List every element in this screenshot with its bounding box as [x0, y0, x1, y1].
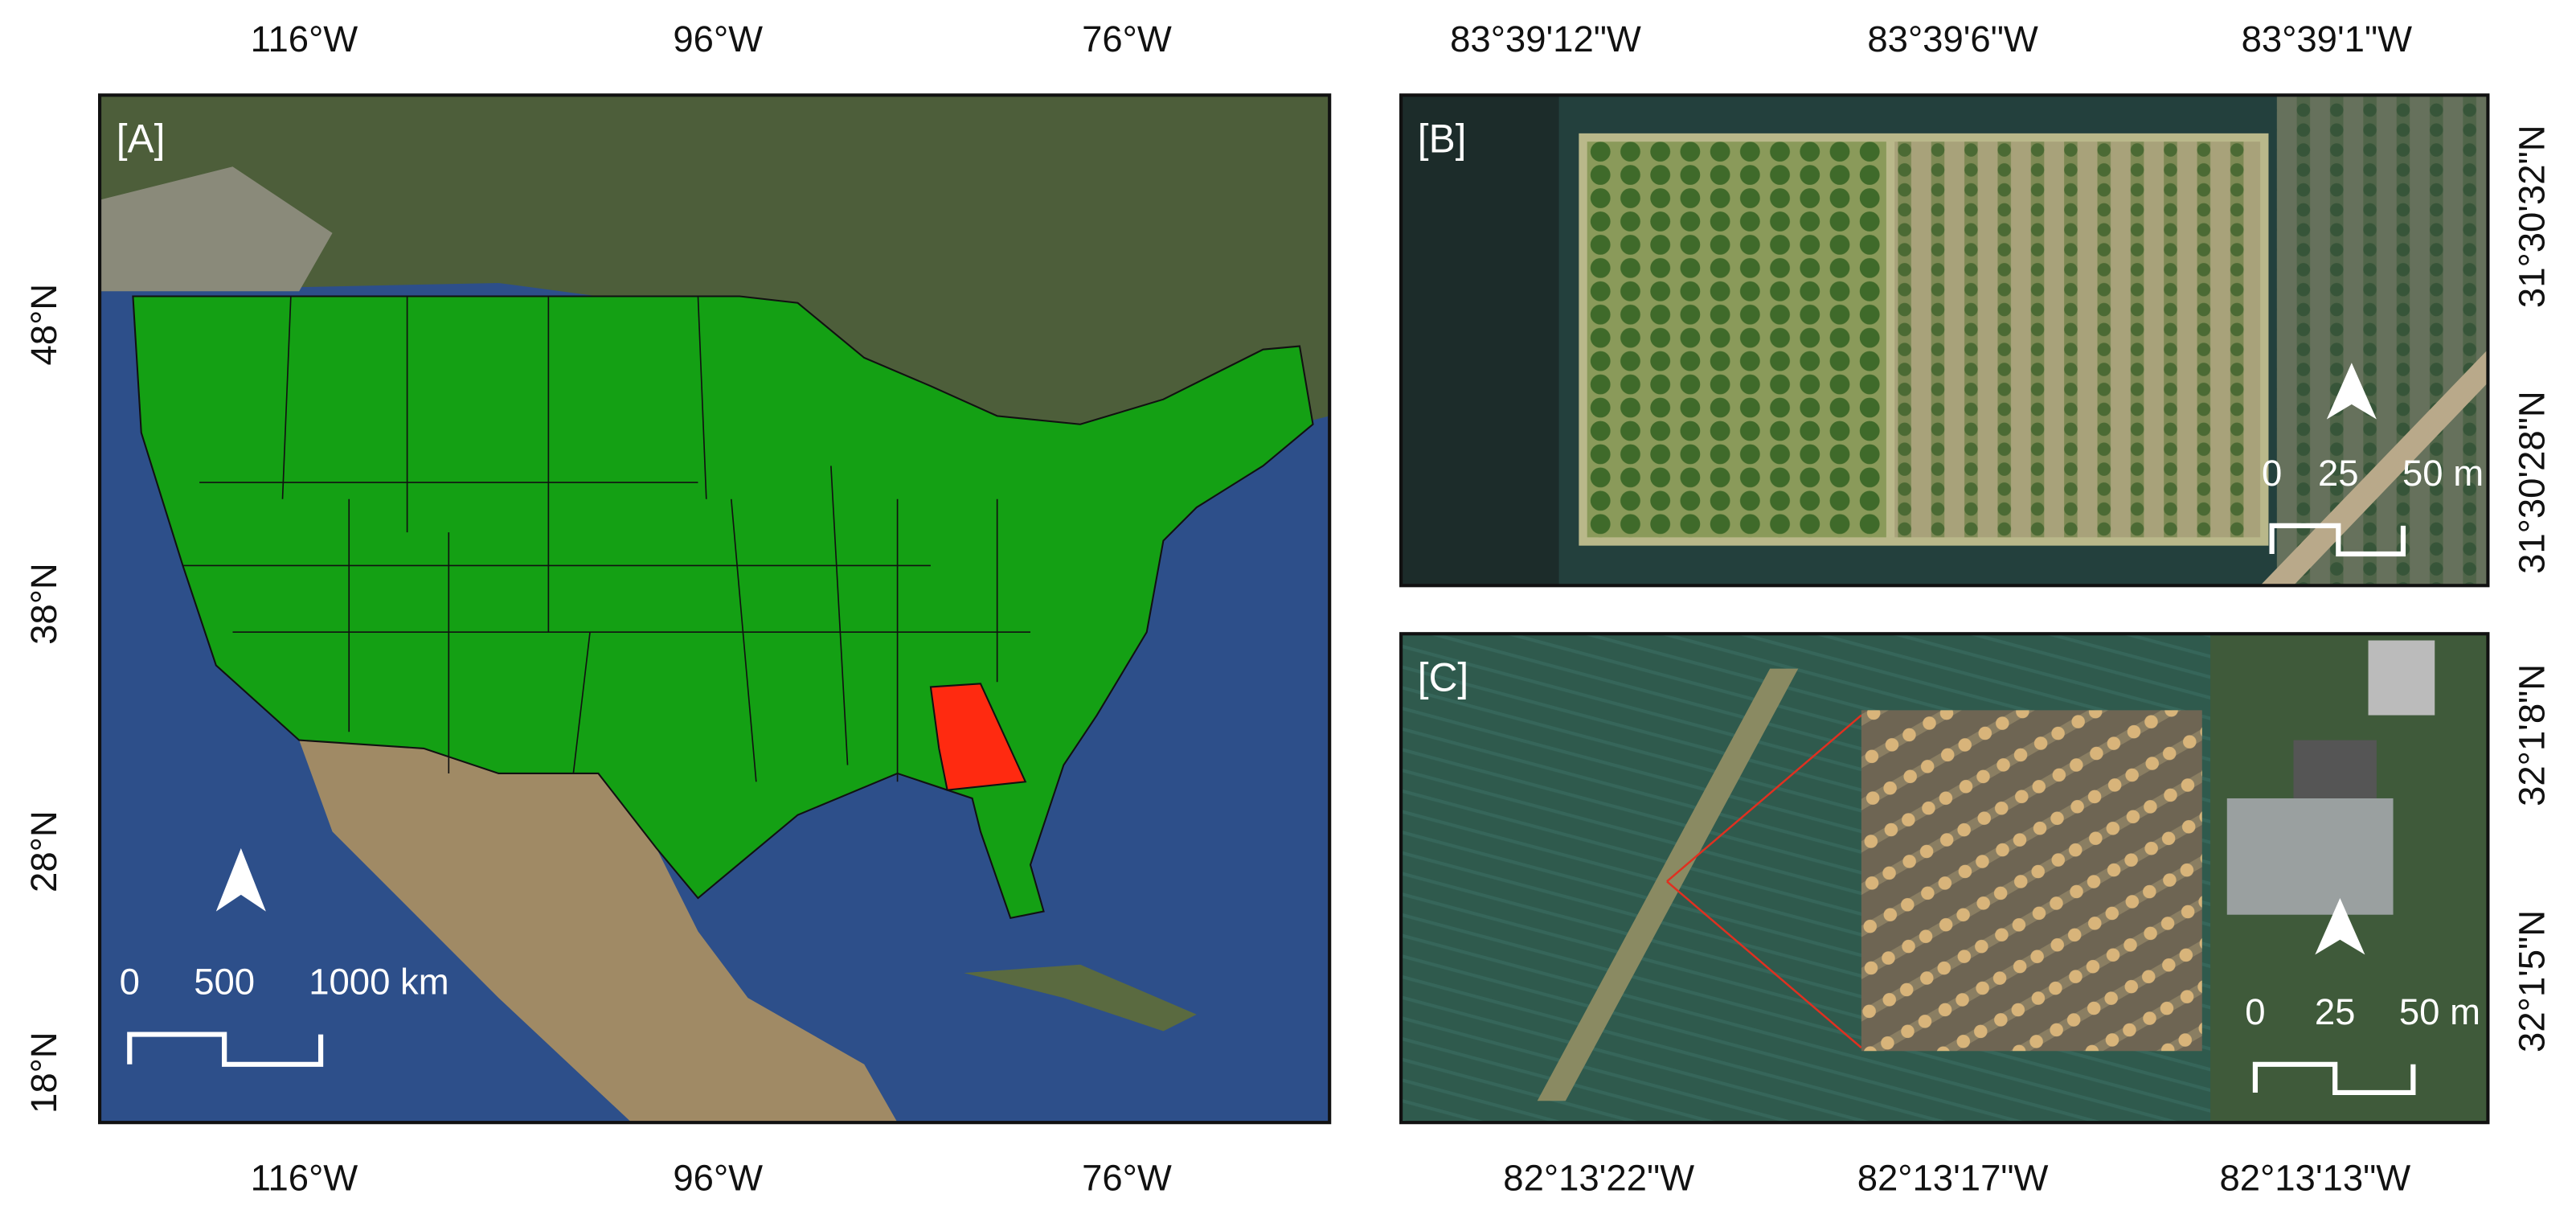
frame	[97, 93, 1332, 1125]
scale-label: 500	[194, 962, 255, 1003]
scale-label: 0	[120, 962, 140, 1003]
building	[2368, 640, 2435, 716]
longitude-label: 96°W	[673, 1158, 763, 1199]
woods	[1401, 95, 1559, 586]
latitude-label: 32°1'5"N	[2511, 910, 2552, 1052]
orchard-block-1	[1587, 142, 1886, 538]
longitude-label: 76°W	[1082, 1158, 1172, 1199]
longitude-label: 116°W	[251, 1158, 358, 1199]
scale-label: 50 m	[2402, 453, 2484, 494]
frame	[1399, 632, 2490, 1125]
longitude-label: 116°W	[251, 18, 358, 59]
latitude-label: 31°30'32"N	[2511, 125, 2552, 308]
longitude-label: 76°W	[1082, 18, 1172, 59]
scale-label: 0	[2245, 991, 2265, 1032]
longitude-label: 83°39'1"W	[2242, 18, 2413, 59]
longitude-label: 83°39'12"W	[1450, 18, 1641, 59]
state-borders	[182, 296, 1030, 782]
latitude-label: 38°N	[23, 563, 64, 645]
mexico	[299, 740, 898, 1123]
scale-bar	[2269, 523, 2406, 557]
panel-label: [A]	[117, 116, 166, 161]
longitude-label: 96°W	[673, 18, 763, 59]
inset	[1861, 710, 2202, 1052]
latitude-label: 48°N	[23, 284, 64, 366]
longitude-label: 82°13'13"W	[2219, 1158, 2410, 1199]
latitude-label: 28°N	[23, 810, 64, 892]
parking	[2226, 798, 2394, 915]
panel-b	[1399, 93, 2490, 588]
latitude-label: 32°1'8"N	[2511, 664, 2552, 806]
latitude-label: 31°30'28"N	[2511, 391, 2552, 574]
scale-label: 1000 km	[309, 962, 448, 1003]
longitude-label: 82°13'17"W	[1857, 1158, 2049, 1199]
orchard-strip	[1537, 668, 1799, 1101]
usa	[132, 295, 1314, 920]
georgia	[929, 683, 1027, 791]
scale-label: 25	[2315, 991, 2356, 1032]
longitude-label: 83°39'6"W	[1867, 18, 2038, 59]
scale-label: 0	[2262, 453, 2282, 494]
building	[2293, 740, 2377, 798]
panel-label: [B]	[1418, 116, 1467, 161]
north-arrow	[2326, 363, 2377, 420]
scale-label: 25	[2318, 453, 2359, 494]
panel-a	[97, 93, 1332, 1125]
north-arrow	[2315, 898, 2365, 955]
caribbean	[964, 964, 1197, 1032]
rockies	[100, 166, 333, 292]
zoom-lines	[1666, 714, 1862, 1049]
north-arrow	[215, 847, 266, 912]
longitude-label: 82°13'22"W	[1503, 1158, 1694, 1199]
scale-bar	[127, 1032, 324, 1067]
latitude-label: 18°N	[23, 1032, 64, 1114]
panel-c	[1399, 632, 2490, 1125]
scale-label: 50 m	[2399, 991, 2480, 1032]
orchard-block-2	[1894, 142, 2261, 538]
adjacent-orchard	[2276, 95, 2488, 586]
panel-label: [C]	[1418, 654, 1468, 699]
frame	[1399, 93, 2490, 588]
scale-bar	[2252, 1061, 2416, 1096]
